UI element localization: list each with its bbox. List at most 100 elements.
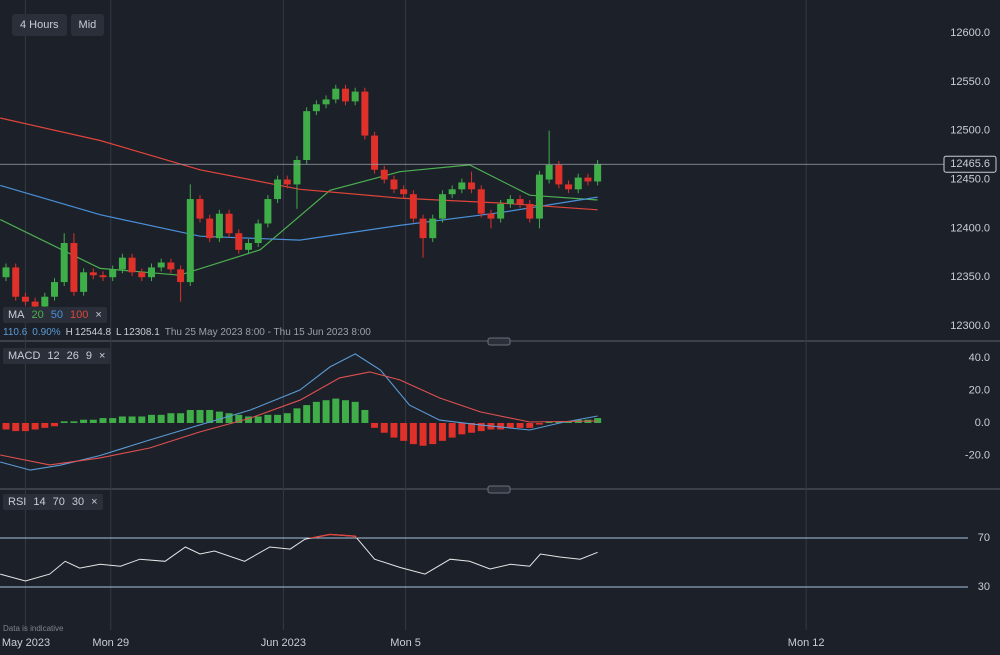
- ma-legend: MA 20 50 100 ×: [3, 307, 107, 323]
- macd-histogram-bar: [196, 409, 204, 423]
- macd-histogram-bar: [438, 422, 446, 441]
- y-tick-label: 40.0: [969, 352, 990, 364]
- macd-histogram-bar: [244, 416, 252, 423]
- rsi-legend: RSI 14 70 30 ×: [3, 494, 103, 510]
- x-tick-label: Mon 5: [390, 637, 421, 649]
- macd-histogram-bar: [565, 421, 573, 423]
- macd-histogram-bar: [293, 408, 301, 423]
- moving-average-line: [0, 117, 598, 211]
- low-label: L: [116, 327, 122, 338]
- candle-body: [118, 257, 126, 270]
- macd-histogram-bar: [109, 418, 117, 423]
- legend-title: MACD: [8, 350, 41, 362]
- candle-body: [565, 184, 573, 190]
- candle-body: [487, 213, 495, 219]
- candle-body: [526, 203, 534, 219]
- panel-resize-handle[interactable]: [487, 337, 511, 346]
- macd-histogram-bar: [361, 409, 369, 423]
- candle-body: [341, 88, 349, 102]
- macd-histogram-bar: [351, 401, 359, 423]
- indicator-params: 12 26 9: [47, 350, 92, 362]
- candle-body: [80, 272, 88, 292]
- macd-histogram-bar: [303, 405, 311, 423]
- candle-body: [380, 169, 388, 180]
- macd-histogram-bar: [167, 413, 175, 423]
- candle-body: [186, 199, 194, 283]
- candle-body: [167, 262, 175, 270]
- macd-histogram-bar: [2, 422, 10, 430]
- macd-histogram-bar: [118, 416, 126, 423]
- panel-resize-handle[interactable]: [487, 485, 511, 494]
- indicator-param: 14: [33, 496, 46, 508]
- macd-histogram-bar: [497, 422, 505, 430]
- rsi-line: [0, 533, 598, 582]
- y-tick-label: 12450.0: [950, 173, 990, 185]
- marks-layer: [0, 84, 945, 582]
- candle-body: [429, 218, 437, 239]
- legend-entry: 20: [31, 309, 44, 321]
- y-tick-label: 12350.0: [950, 271, 990, 283]
- candle-body: [438, 194, 446, 219]
- rsi-overbought-line: [307, 533, 358, 539]
- candle-body: [409, 194, 417, 219]
- macd-histogram-bar: [206, 409, 214, 423]
- legend-entry: 100: [70, 309, 89, 321]
- close-indicator[interactable]: ×: [91, 496, 98, 508]
- y-tick-label: 12500.0: [950, 125, 990, 137]
- interval-button[interactable]: 4 Hours: [12, 14, 67, 36]
- candle-body: [70, 243, 78, 292]
- candle-body: [147, 267, 155, 278]
- macd-histogram-bar: [312, 401, 320, 423]
- y-tick-label: 12600.0: [950, 27, 990, 39]
- candle-body: [60, 243, 68, 283]
- candle-body: [177, 269, 185, 283]
- candle-body: [206, 218, 214, 239]
- macd-histogram-bar: [80, 419, 88, 423]
- candle-body: [274, 179, 282, 200]
- macd-histogram-bar: [283, 413, 291, 423]
- candle-body: [332, 88, 340, 100]
- macd-histogram-bar: [477, 422, 485, 432]
- price-type-button[interactable]: Mid: [70, 14, 105, 36]
- macd-histogram-bar: [157, 414, 165, 423]
- macd-histogram-bar: [594, 418, 602, 423]
- macd-histogram-bar: [400, 422, 408, 441]
- labels-layer: May 2023 Mon 29 Jun 2023 Mon 5 Mon 1212300.0…: [2, 27, 997, 649]
- toolbar: 4 Hours Mid: [12, 14, 105, 36]
- macd-histogram-bar: [429, 422, 437, 445]
- candle-body: [322, 99, 330, 105]
- y-tick-label: 30: [978, 581, 990, 593]
- indicator-param: 70: [52, 496, 65, 508]
- macd-histogram-bar: [31, 422, 39, 430]
- y-tick-label: 20.0: [969, 384, 990, 396]
- macd-histogram-bar: [70, 421, 78, 423]
- x-tick-label: May 2023: [2, 637, 50, 649]
- candle-body: [264, 199, 272, 224]
- candle-body: [196, 199, 204, 219]
- macd-histogram-bar: [419, 422, 427, 446]
- candle-body: [12, 267, 20, 297]
- price-info: 110.6 0.90% H 12544.8 L 12308.1 Thu 25 M…: [3, 327, 371, 338]
- candle-body: [109, 269, 117, 278]
- macd-histogram-bar: [516, 422, 524, 428]
- macd-histogram-bar: [89, 419, 97, 423]
- macd-histogram-bar: [332, 398, 340, 423]
- macd-histogram-bar: [390, 422, 398, 438]
- macd-histogram-bar: [274, 414, 282, 423]
- close-indicator[interactable]: ×: [99, 350, 106, 362]
- close-indicator[interactable]: ×: [95, 309, 102, 321]
- macd-histogram-bar: [186, 409, 194, 423]
- macd-histogram-bar: [264, 414, 272, 423]
- candle-body: [2, 267, 10, 278]
- candle-body: [448, 189, 456, 195]
- legend-title: MA: [8, 309, 25, 321]
- disclaimer: Data is indicative: [3, 624, 64, 633]
- indicator-param: 26: [66, 350, 79, 362]
- last-price-label: 12465.6: [950, 158, 990, 170]
- x-tick-label: Mon 29: [92, 637, 129, 649]
- candle-body: [51, 282, 59, 297]
- macd-histogram-bar: [448, 422, 456, 438]
- macd-histogram-bar: [380, 422, 388, 433]
- high-label: H: [65, 327, 73, 338]
- candle-body: [283, 179, 291, 185]
